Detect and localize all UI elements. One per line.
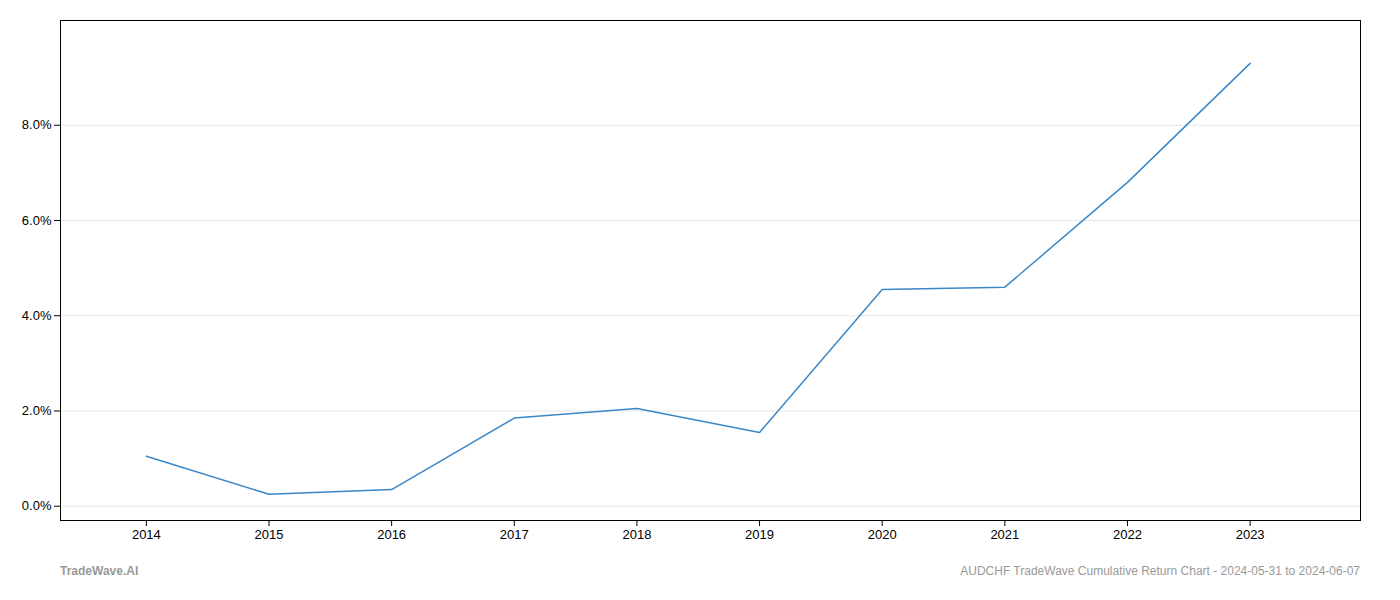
svg-text:2022: 2022: [1113, 527, 1142, 542]
svg-text:2021: 2021: [990, 527, 1019, 542]
svg-text:2023: 2023: [1236, 527, 1265, 542]
svg-text:2018: 2018: [622, 527, 651, 542]
svg-text:6.0%: 6.0%: [22, 213, 52, 228]
svg-text:2.0%: 2.0%: [22, 403, 52, 418]
html-text:AUDCHF TradeWave Cumulative Re: AUDCHF TradeWave Cumulative Return Chart…: [960, 564, 1360, 578]
html-text:TradeWave.AI: TradeWave.AI: [60, 564, 139, 578]
svg-text:2015: 2015: [255, 527, 284, 542]
svg-text:2019: 2019: [745, 527, 774, 542]
svg-text:2016: 2016: [377, 527, 406, 542]
svg-text:0.0%: 0.0%: [22, 498, 52, 513]
svg-text:2014: 2014: [132, 527, 161, 542]
svg-text:2017: 2017: [500, 527, 529, 542]
svg-text:2020: 2020: [868, 527, 897, 542]
svg-text:8.0%: 8.0%: [22, 117, 52, 132]
svg-text:4.0%: 4.0%: [22, 308, 52, 323]
